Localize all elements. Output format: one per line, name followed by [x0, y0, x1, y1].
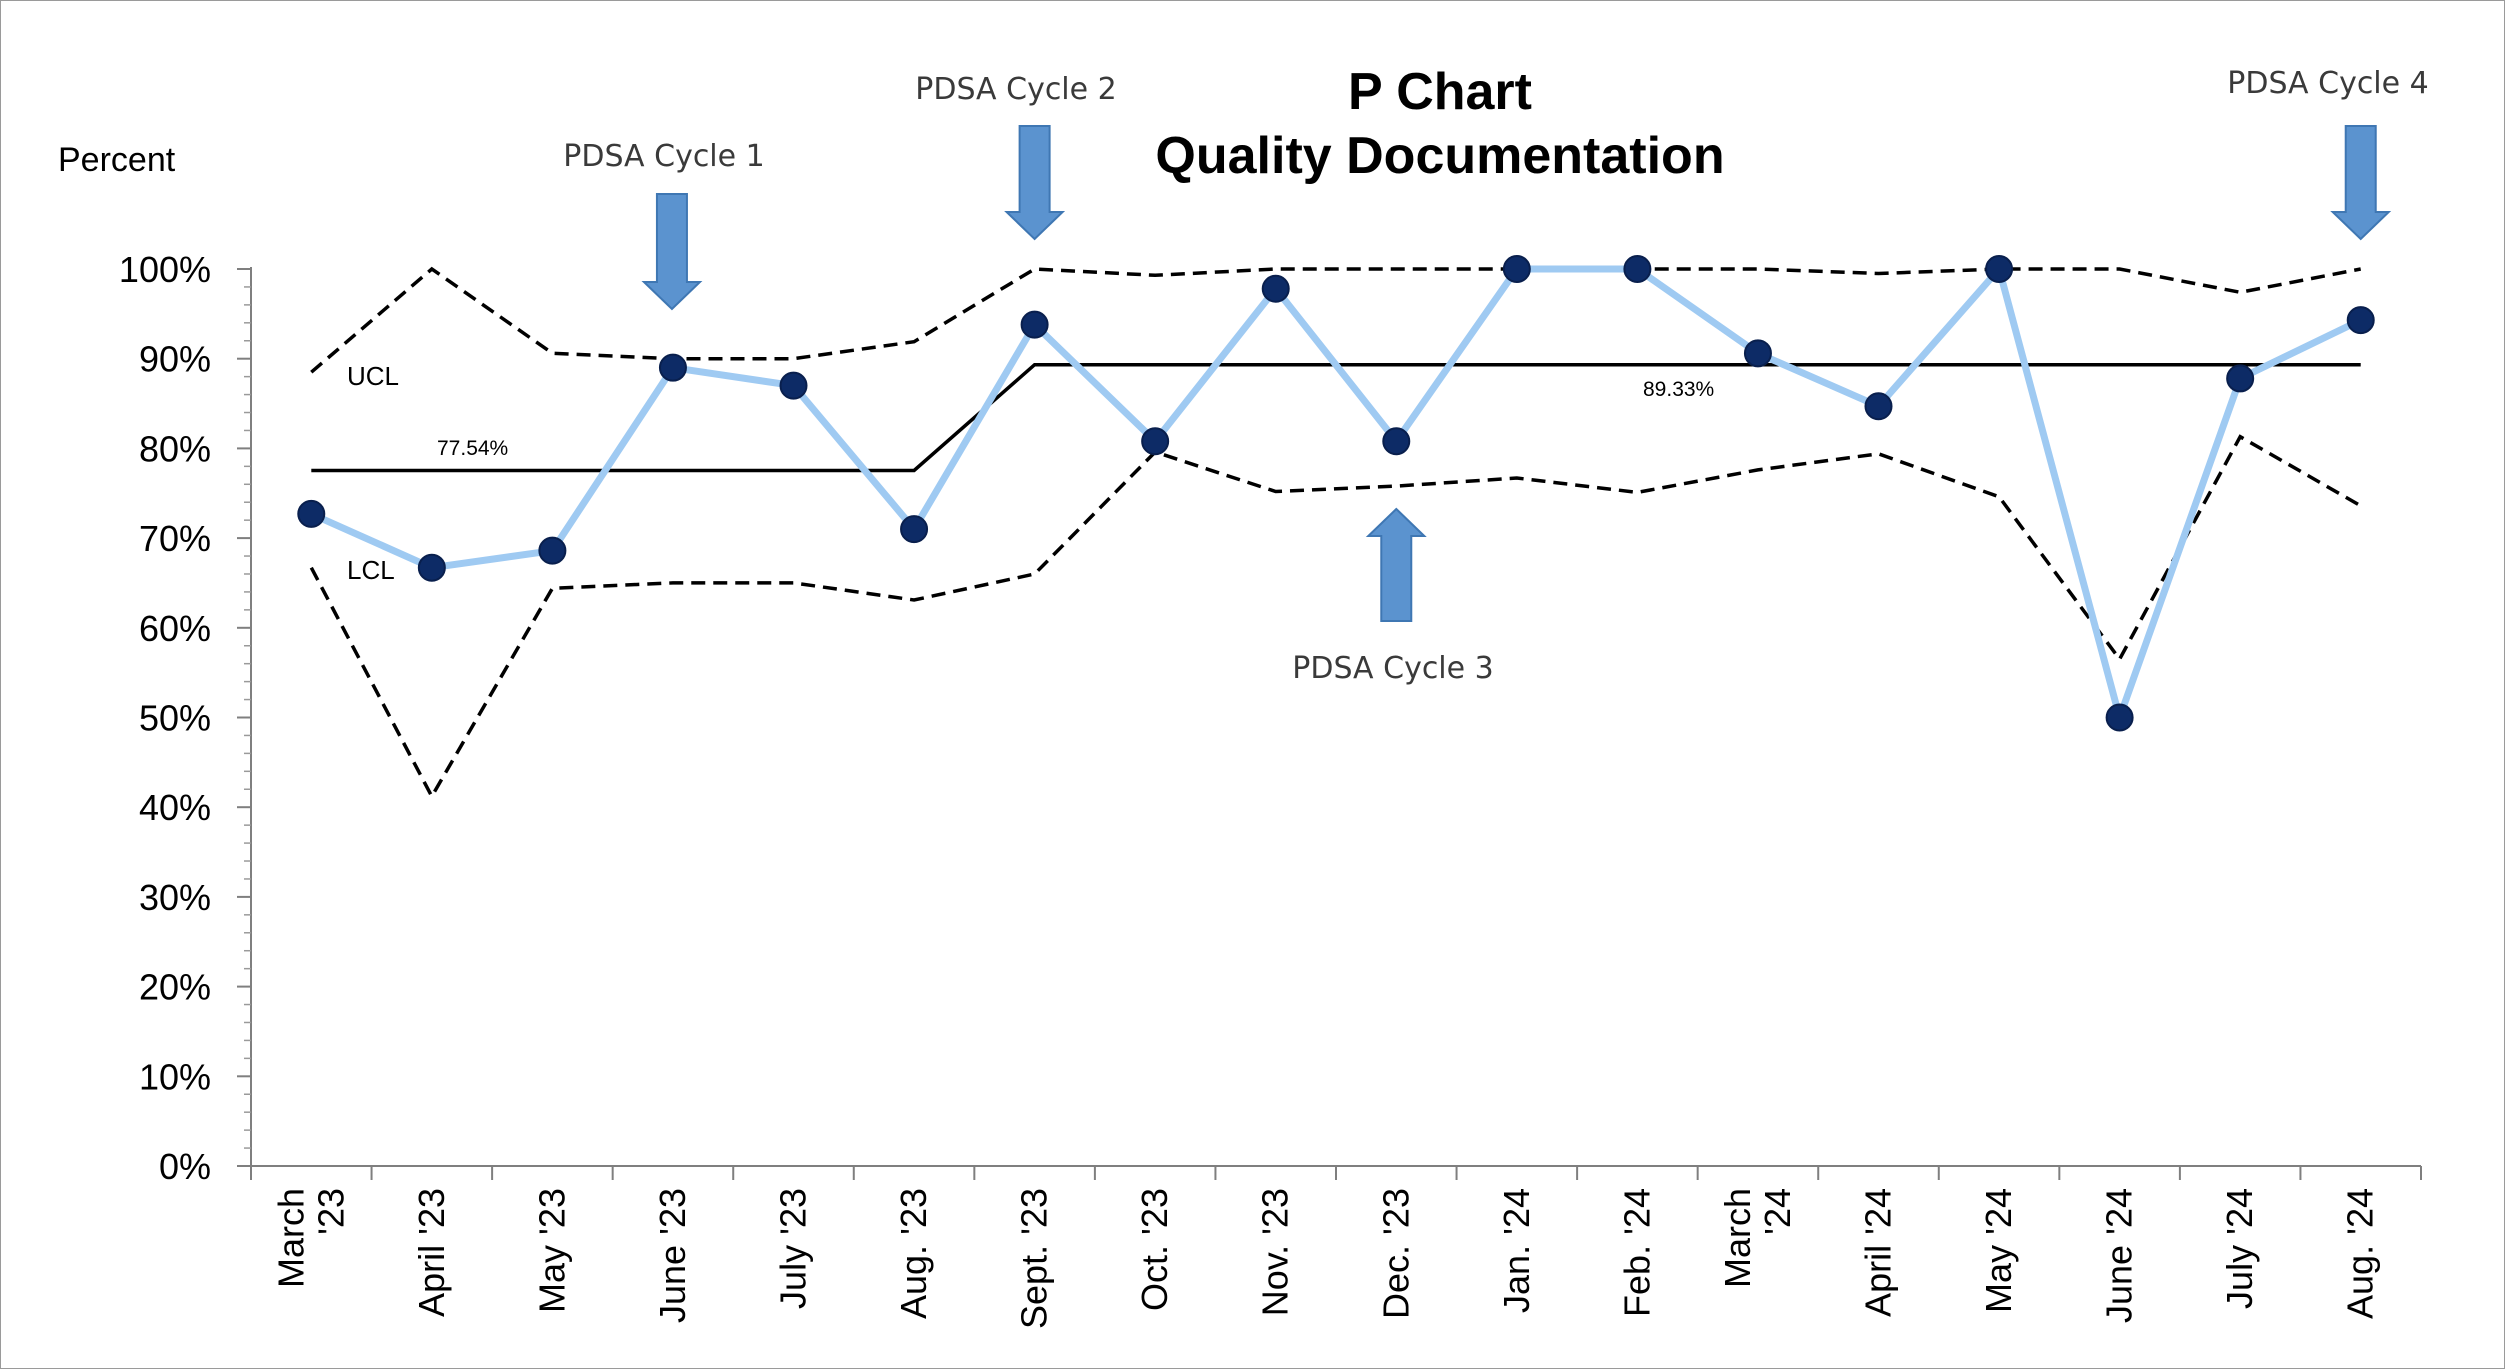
x-tick-label: May '23	[531, 1188, 572, 1313]
up-arrow-icon	[1365, 507, 1427, 622]
pdsa-label: PDSA Cycle 1	[563, 139, 764, 174]
down-arrow-icon	[2330, 125, 2392, 241]
data-point	[297, 499, 326, 528]
x-tick-label: Aug. '23	[893, 1188, 934, 1319]
y-tick-label: 30%	[139, 877, 211, 918]
data-point	[658, 353, 687, 382]
y-axis-label: Percent	[58, 141, 176, 179]
y-tick-label: 50%	[139, 698, 211, 739]
data-point	[417, 553, 446, 582]
x-tick-label: Aug. '24	[2340, 1188, 2381, 1319]
x-tick-label: Dec. '23	[1375, 1188, 1416, 1319]
centerline-label-2: 89.33%	[1643, 378, 1714, 401]
x-tick-label: July '23	[773, 1188, 814, 1309]
lcl-line	[309, 434, 2362, 801]
lcl-label: LCL	[347, 555, 395, 585]
data-point	[1382, 427, 1411, 456]
data-point	[1261, 274, 1290, 303]
x-tick-label: March	[270, 1188, 311, 1288]
data-point	[1502, 255, 1531, 283]
y-tick-label: 90%	[139, 339, 211, 380]
x-tick-label: March	[1717, 1188, 1758, 1288]
data-point	[1864, 392, 1893, 421]
y-tick-label: 40%	[139, 787, 211, 828]
y-tick-label: 10%	[139, 1056, 211, 1097]
y-tick-label: 0%	[159, 1146, 211, 1187]
y-tick-label: 20%	[139, 967, 211, 1008]
pdsa-label: PDSA Cycle 4	[2227, 66, 2428, 101]
x-tick-label: Feb. '24	[1616, 1188, 1657, 1317]
data-point	[1141, 427, 1170, 456]
x-tick-label: Sept. '23	[1014, 1188, 1055, 1329]
data-point	[1020, 310, 1049, 339]
axes: 0%10%20%30%40%50%60%70%80%90%100%March '2…	[119, 249, 2422, 1329]
x-tick-label: June '24	[2099, 1188, 2140, 1323]
data-point	[2346, 306, 2375, 335]
x-tick-label: '23	[310, 1188, 351, 1235]
ucl-label: UCL	[347, 361, 399, 391]
x-tick-label: Jan. '24	[1496, 1188, 1537, 1313]
percent-line	[309, 265, 2363, 721]
data-point	[538, 536, 567, 565]
down-arrow-icon	[641, 193, 703, 311]
data-point	[1623, 255, 1652, 283]
x-tick-label: Nov. '23	[1255, 1188, 1296, 1316]
x-tick-label: May '24	[1978, 1188, 2019, 1313]
data-point	[2226, 364, 2255, 393]
control-limits	[309, 266, 2362, 801]
chart-title-line-1: P Chart	[1348, 63, 1532, 121]
x-tick-label: June '23	[652, 1188, 693, 1323]
x-tick-label: July '24	[2219, 1188, 2260, 1309]
data-series	[297, 255, 2375, 732]
x-tick-label: '24	[1757, 1188, 1798, 1235]
annotations: UCL LCL 77.54% 89.33% PDSA Cycle 1 PDSA Cycle…	[347, 66, 2429, 686]
data-point	[779, 371, 808, 400]
data-point	[1743, 339, 1772, 368]
data-point	[900, 515, 929, 544]
down-arrow-icon	[1004, 125, 1066, 241]
data-point	[1985, 255, 2014, 283]
chart-title-line-2: Quality Documentation	[1155, 127, 1724, 185]
pdsa-label: PDSA Cycle 3	[1292, 651, 1493, 686]
y-tick-label: 60%	[139, 608, 211, 649]
y-tick-label: 100%	[119, 249, 211, 290]
centerline-label-1: 77.54%	[437, 437, 508, 460]
y-tick-label: 80%	[139, 428, 211, 469]
ucl-line	[310, 266, 2362, 374]
x-tick-label: Oct. '23	[1134, 1188, 1175, 1311]
data-point	[2105, 703, 2134, 732]
x-tick-label: April '23	[411, 1188, 452, 1317]
x-tick-label: April '24	[1858, 1188, 1899, 1317]
pdsa-label: PDSA Cycle 2	[915, 72, 1116, 107]
y-tick-label: 70%	[139, 518, 211, 559]
